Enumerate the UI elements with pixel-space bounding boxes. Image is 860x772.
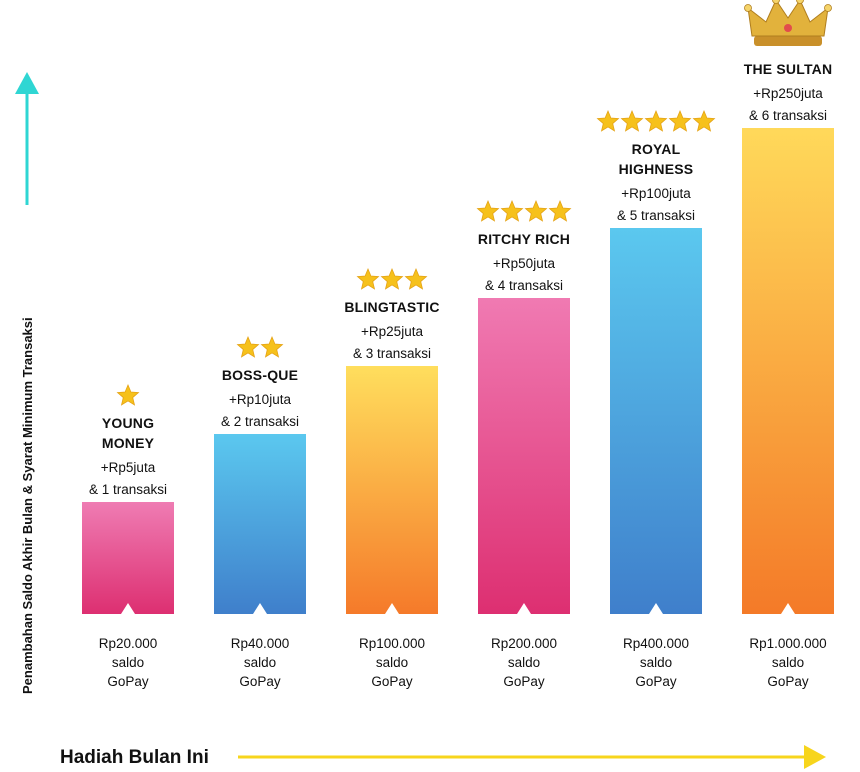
tier-requirement-2: & 2 transaksi bbox=[221, 414, 299, 429]
tier-saldo-4-line-3: GoPay bbox=[503, 674, 545, 689]
star-icon bbox=[116, 383, 140, 406]
tier-bonus-5: +Rp100juta bbox=[621, 186, 691, 201]
tier-saldo-1-line-1: Rp20.000 bbox=[99, 636, 158, 651]
star-icon bbox=[476, 199, 500, 222]
tier-requirement-1: & 1 transaksi bbox=[89, 482, 167, 497]
star-icon bbox=[524, 199, 548, 222]
tier-requirement-6: & 6 transaksi bbox=[749, 108, 827, 123]
tier-saldo-3-line-3: GoPay bbox=[371, 674, 413, 689]
bar-notch-4 bbox=[517, 603, 531, 614]
y-axis-title: Penambahan Saldo Akhir Bulan & Syarat Mi… bbox=[20, 317, 35, 694]
tier-saldo-2-line-1: Rp40.000 bbox=[231, 636, 290, 651]
star-icon bbox=[596, 109, 620, 132]
tier-requirement-5: & 5 transaksi bbox=[617, 208, 695, 223]
crown-body bbox=[747, 0, 829, 37]
tier-saldo-5-line-1: Rp400.000 bbox=[623, 636, 689, 651]
tier-name-3-line-1: BLINGTASTIC bbox=[344, 299, 439, 315]
tier-saldo-5-line-3: GoPay bbox=[635, 674, 677, 689]
tier-saldo-2-line-3: GoPay bbox=[239, 674, 281, 689]
tier-bonus-4: +Rp50juta bbox=[493, 256, 555, 271]
crown-jewel-2 bbox=[772, 0, 780, 4]
tier-saldo-3-line-1: Rp100.000 bbox=[359, 636, 425, 651]
tier-name-1-line-1: YOUNG bbox=[102, 415, 154, 431]
star-icon bbox=[548, 199, 572, 222]
tier-saldo-4-line-2: saldo bbox=[508, 655, 540, 670]
tier-saldo-6-line-2: saldo bbox=[772, 655, 804, 670]
star-icon bbox=[668, 109, 692, 132]
tier-bonus-3: +Rp25juta bbox=[361, 324, 423, 339]
crown-band bbox=[754, 36, 822, 46]
tier-saldo-6-line-1: Rp1.000.000 bbox=[749, 636, 826, 651]
bar-6 bbox=[742, 128, 834, 614]
tier-saldo-5-line-2: saldo bbox=[640, 655, 672, 670]
bar-notch-3 bbox=[385, 603, 399, 614]
star-icon bbox=[236, 335, 260, 358]
tier-name-6-line-1: THE SULTAN bbox=[744, 61, 833, 77]
tier-saldo-1-line-2: saldo bbox=[112, 655, 144, 670]
tier-saldo-4-line-1: Rp200.000 bbox=[491, 636, 557, 651]
bar-5 bbox=[610, 228, 702, 614]
star-icon bbox=[644, 109, 668, 132]
bar-notch-6 bbox=[781, 603, 795, 614]
y-axis: Penambahan Saldo Akhir Bulan & Syarat Mi… bbox=[15, 72, 39, 694]
bar-notch-2 bbox=[253, 603, 267, 614]
tier-saldo-2-line-2: saldo bbox=[244, 655, 276, 670]
crown-gem bbox=[784, 24, 792, 32]
tier-saldo-1-line-3: GoPay bbox=[107, 674, 149, 689]
tier-bonus-6: +Rp250juta bbox=[753, 86, 823, 101]
tier-requirement-3: & 3 transaksi bbox=[353, 346, 431, 361]
bar-1 bbox=[82, 502, 174, 614]
tier-saldo-6-line-3: GoPay bbox=[767, 674, 809, 689]
tier-bonus-2: +Rp10juta bbox=[229, 392, 291, 407]
tier-bonus-1: +Rp5juta bbox=[101, 460, 156, 475]
star-icon bbox=[356, 267, 380, 290]
star-icon bbox=[404, 267, 428, 290]
crown-jewel-5 bbox=[824, 4, 832, 12]
bar-4 bbox=[478, 298, 570, 614]
tier-name-4-line-1: RITCHY RICH bbox=[478, 231, 570, 247]
star-icon bbox=[380, 267, 404, 290]
tier-name-1-line-2: MONEY bbox=[102, 435, 155, 451]
bar-notch-1 bbox=[121, 603, 135, 614]
tier-name-2-line-1: BOSS-QUE bbox=[222, 367, 298, 383]
x-axis: Hadiah Bulan Ini bbox=[60, 745, 826, 769]
x-axis-title: Hadiah Bulan Ini bbox=[60, 747, 209, 768]
x-axis-arrowhead bbox=[804, 745, 826, 769]
bars-group: & 1 transaksi +Rp5juta MONEY YOUNG Rp20.000 s… bbox=[82, 0, 834, 689]
star-icon bbox=[260, 335, 284, 358]
y-axis-arrowhead bbox=[15, 72, 39, 94]
bar-notch-5 bbox=[649, 603, 663, 614]
tier-name-5-line-1: ROYAL bbox=[632, 141, 681, 157]
bar-2 bbox=[214, 434, 306, 614]
star-icon bbox=[692, 109, 716, 132]
tier-saldo-3-line-2: saldo bbox=[376, 655, 408, 670]
crown-jewel-4 bbox=[796, 0, 804, 4]
crown-icon bbox=[744, 0, 832, 46]
crown-jewel-1 bbox=[744, 4, 752, 12]
tier-name-5-line-2: HIGHNESS bbox=[619, 161, 694, 177]
star-icon bbox=[500, 199, 524, 222]
tier-requirement-4: & 4 transaksi bbox=[485, 278, 563, 293]
star-icon bbox=[620, 109, 644, 132]
bar-3 bbox=[346, 366, 438, 614]
